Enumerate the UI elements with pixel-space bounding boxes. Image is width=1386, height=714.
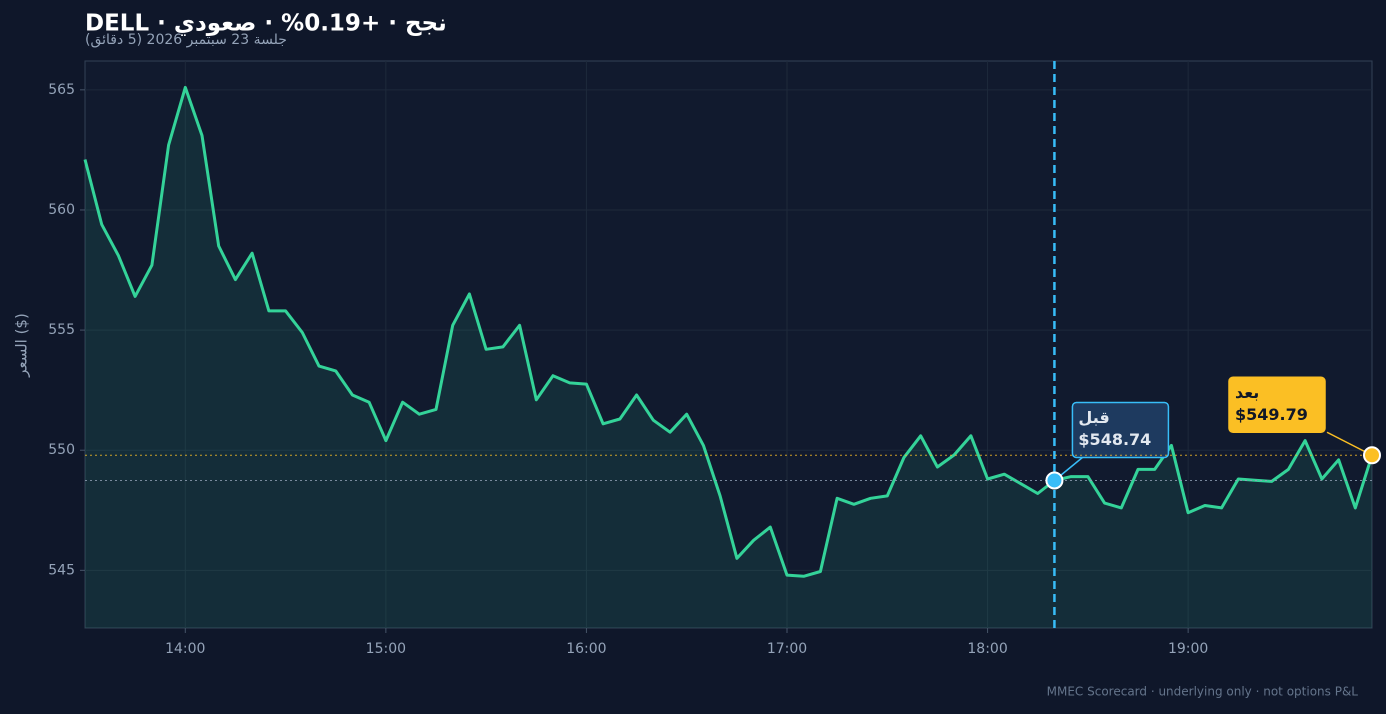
y-tick-label: 550 <box>48 442 75 458</box>
x-tick-label: 15:00 <box>366 641 406 657</box>
x-tick-label: 18:00 <box>967 641 1007 657</box>
y-tick-label: 555 <box>48 322 75 338</box>
chart-title: DELL · نجح · +0.19% · صعودي <box>85 11 447 37</box>
x-tick-label: 16:00 <box>566 641 606 657</box>
marker-point <box>1045 471 1064 490</box>
marker-point <box>1363 446 1381 465</box>
x-tick-label: 17:00 <box>767 641 807 657</box>
callout-box <box>1228 376 1326 434</box>
callout-value: $549.79 <box>1235 405 1308 424</box>
footer: MMEC Scorecard · underlying only · not o… <box>1047 685 1359 699</box>
line <box>83 85 1374 578</box>
x-tick-label: 14:00 <box>165 641 205 657</box>
y-axis-label: السعر ($) <box>13 313 31 378</box>
chart-subtitle: جلسة 23 سبتمبر 2026 (5 دقائق) <box>85 32 287 48</box>
callout-name: بعد <box>1235 383 1259 402</box>
area <box>85 87 1372 628</box>
callout-name: قبل <box>1078 408 1109 427</box>
callout-box <box>1071 401 1170 459</box>
callout-value: $548.74 <box>1078 430 1151 449</box>
y-tick-label: 545 <box>48 562 75 578</box>
y-tick-label: 565 <box>48 82 75 98</box>
y-tick-label: 560 <box>48 202 75 218</box>
x-tick-label: 19:00 <box>1168 641 1208 657</box>
plot-area <box>84 60 1373 629</box>
